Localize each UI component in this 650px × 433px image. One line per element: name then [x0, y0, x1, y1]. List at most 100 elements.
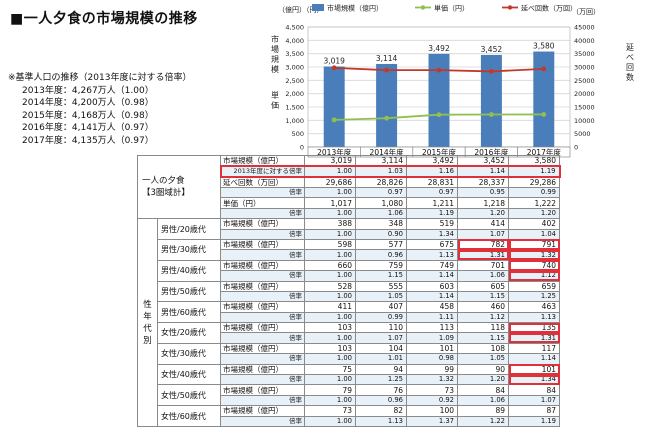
- table-cell: 1.00: [304, 186, 356, 199]
- table-cell: 1.32: [508, 249, 560, 261]
- segment-label: 女性/20歳代: [157, 322, 221, 344]
- x-tick-label: 2014年度: [370, 147, 405, 157]
- table-cell: 1.13: [508, 311, 560, 324]
- table-row: 性年代別男性/20歳代 市場規模（億円） 388 348 519 414 402: [137, 218, 560, 427]
- table-cell: 577: [355, 238, 407, 251]
- table-cell: 0.99: [355, 311, 407, 324]
- table-cell: 103: [304, 322, 356, 334]
- table-row: 倍率 1.00 1.01 0.98 1.05 1.14: [138, 353, 560, 365]
- row-label: 倍率: [220, 207, 305, 220]
- base-note-header: ※基準人口の推移（2013年度に対する倍率）: [8, 73, 192, 83]
- table-row: 倍率 1.00 1.25 1.32 1.20 1.34: [138, 374, 560, 386]
- table-cell: 1.14: [457, 165, 509, 178]
- y-left-title-2-char: 単: [271, 90, 279, 100]
- row-label: 市場規模（億円）: [220, 384, 305, 396]
- table-cell: 84: [508, 384, 560, 396]
- segment-group-char: 別: [143, 335, 152, 346]
- segment-label: 男性/40歳代: [157, 259, 221, 282]
- segment-label: 女性/50歳代: [157, 384, 221, 407]
- legend-label: 単価（円）: [434, 4, 469, 13]
- table-cell: 1.15: [457, 290, 509, 303]
- chart-legend: 市場規模（億円） 単価（円） 延べ回数（万回）: [312, 4, 577, 13]
- table-cell: 1.16: [406, 165, 458, 178]
- y-right-tick-label: 30000: [574, 64, 595, 72]
- y-left-tick-label: 1,000: [285, 117, 304, 125]
- y-right-tick-label: 20000: [574, 90, 595, 98]
- table-cell: 94: [355, 363, 407, 376]
- row-label: 倍率: [220, 332, 305, 344]
- table-cell: 0.90: [355, 228, 407, 240]
- segment-group-char: 性: [143, 299, 152, 310]
- row-label: 倍率: [220, 415, 305, 428]
- table-row: 倍率 1.00 0.99 1.11 1.12 1.13: [138, 311, 560, 324]
- table-cell: 28,337: [457, 176, 509, 188]
- table-cell: 1.05: [457, 353, 509, 365]
- table-cell: 75: [304, 363, 356, 376]
- y-right-tick-label: 45000: [574, 24, 595, 32]
- table-cell: 1.09: [406, 332, 458, 344]
- table-cell: 0.96: [355, 394, 407, 407]
- total-group-cell: 一人の夕食 【3圏域計】: [137, 154, 221, 220]
- y-left-tick-label: 2,000: [285, 90, 304, 98]
- table-cell: 660: [304, 259, 356, 272]
- table-cell: 1.34: [508, 374, 560, 386]
- table-row: 女性/50歳代 市場規模（億円） 79 76 73 84 84: [138, 384, 560, 407]
- row-label: 市場規模（億円）: [220, 342, 305, 355]
- row-label: 市場規模（億円）: [220, 280, 305, 292]
- table-cell: 1.20: [457, 374, 509, 386]
- row-label: 市場規模（億円）: [220, 155, 305, 167]
- table-cell: 388: [304, 218, 356, 230]
- table-cell: 555: [355, 280, 407, 292]
- table-row: 男性/40歳代 市場規模（億円） 660 759 749 701 740: [138, 259, 560, 282]
- table-cell: 29,686: [304, 176, 356, 188]
- table-cell: 3,492: [406, 155, 458, 167]
- row-label: 倍率: [220, 290, 305, 303]
- table-cell: 1.04: [508, 228, 560, 240]
- row-label: 倍率: [220, 374, 305, 386]
- base-note-row: 2017年度：4,135万人（0.97）: [22, 135, 154, 146]
- legend-marker: [507, 5, 513, 10]
- segment-label: 男性/60歳代: [157, 301, 221, 324]
- table-row: 男性/30歳代 市場規模（億円） 598 577 675 782 791: [138, 238, 560, 261]
- market-size-table: 一人の夕食 【3圏域計】 市場規模（億円） 3,019 3,114 3,492 3,452 3…: [137, 154, 561, 428]
- table-cell: 759: [355, 259, 407, 272]
- table-cell: 1.00: [304, 332, 356, 344]
- row-label: 倍率: [220, 249, 305, 261]
- table-cell: 101: [508, 363, 560, 376]
- table-cell: 463: [508, 301, 560, 313]
- table-cell: 1.20: [508, 207, 560, 220]
- page-title: ■一人夕食の市場規模の推移: [10, 11, 198, 27]
- legend-label: 市場規模（億円）: [327, 4, 383, 13]
- series-point: [384, 115, 389, 121]
- y-right-title: 延べ回数: [626, 42, 634, 82]
- series-point: [384, 67, 389, 73]
- table-cell: 1.34: [406, 228, 458, 240]
- table-cell: 118: [457, 322, 509, 334]
- y-left-tick-label: 2,500: [285, 77, 304, 85]
- table-cell: 1.19: [406, 207, 458, 220]
- table-cell: 1,017: [304, 197, 356, 209]
- table-cell: 1.37: [406, 415, 458, 428]
- table-cell: 73: [406, 384, 458, 396]
- row-label: 倍率: [220, 270, 305, 282]
- table-cell: 458: [406, 301, 458, 313]
- series-point: [489, 69, 494, 74]
- x-tick-label: 2016年度: [474, 147, 509, 157]
- table-cell: 108: [457, 342, 509, 355]
- bar-data-label: 3,580: [533, 42, 555, 51]
- row-label: 市場規模（億円）: [220, 259, 305, 272]
- chart-bars: 3,019 3,114 3,492 3,452 3,580: [323, 42, 555, 147]
- table-cell: 1.00: [304, 270, 356, 282]
- table-cell: 0.92: [406, 394, 458, 407]
- y-right-tick-label: 40000: [574, 37, 595, 45]
- table-cell: 0.97: [355, 186, 407, 199]
- y-left-tick-label: 0: [300, 144, 304, 152]
- table-cell: 460: [457, 301, 509, 313]
- table-cell: 87: [508, 405, 560, 417]
- table-cell: 3,019: [304, 155, 356, 167]
- table-cell: 1,211: [406, 197, 458, 209]
- table-cell: 1.14: [406, 290, 458, 303]
- table-cell: 103: [304, 342, 356, 355]
- table-cell: 84: [457, 384, 509, 396]
- y-left-title-char: 市: [271, 34, 279, 44]
